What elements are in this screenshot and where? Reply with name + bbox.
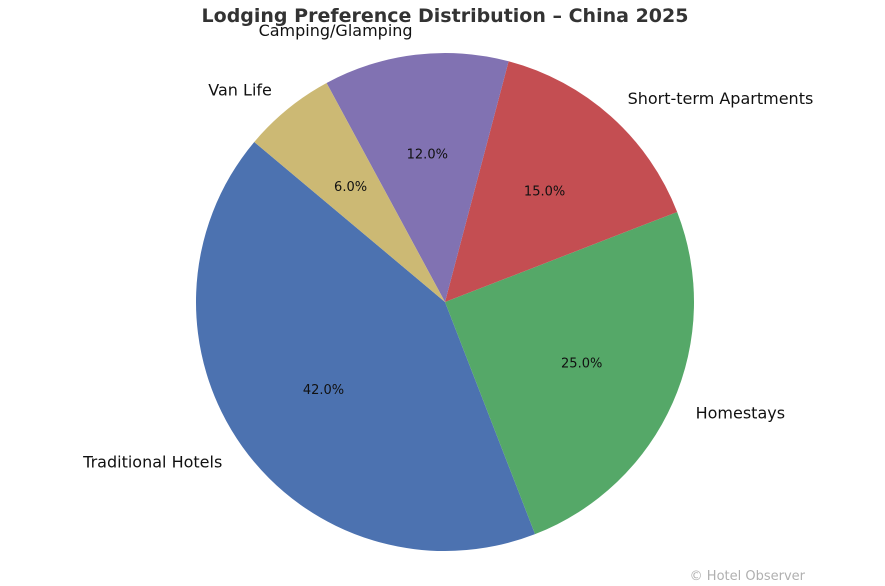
- slice-short-term-apartments: [445, 61, 678, 303]
- category-label-short-term-apartments: Short-term Apartments: [628, 89, 814, 108]
- pct-label-traditional-hotels: 42.0%: [303, 383, 344, 398]
- pct-label-van-life: 6.0%: [334, 180, 367, 195]
- pie-slices: [196, 53, 694, 551]
- pct-label-camping-glamping: 12.0%: [407, 148, 448, 163]
- pct-label-homestays: 25.0%: [561, 356, 602, 371]
- category-label-camping-glamping: Camping/Glamping: [259, 21, 413, 40]
- category-label-homestays: Homestays: [696, 404, 785, 423]
- category-label-van-life: Van Life: [208, 81, 272, 100]
- pie-labels: 42.0% Traditional Hotels 25.0% Homestays 15.…: [82, 21, 813, 471]
- slice-camping-glamping: [326, 53, 509, 303]
- watermark-text: © Hotel Observer: [690, 569, 806, 584]
- chart-title: Lodging Preference Distribution – China …: [202, 5, 689, 27]
- slice-traditional-hotels: [196, 141, 536, 551]
- category-label-traditional-hotels: Traditional Hotels: [82, 452, 222, 471]
- slice-van-life: [254, 82, 445, 303]
- pct-label-short-term-apartments: 15.0%: [524, 185, 565, 200]
- slice-homestays: [445, 211, 694, 535]
